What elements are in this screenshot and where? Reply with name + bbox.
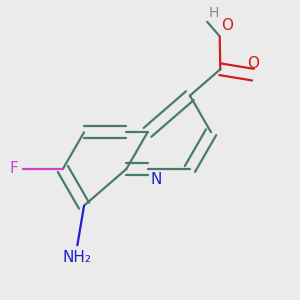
Text: H: H [209,6,219,20]
Text: NH₂: NH₂ [63,250,92,265]
Text: O: O [221,18,233,33]
Text: F: F [9,161,18,176]
Text: O: O [247,56,259,71]
Text: N: N [151,172,162,187]
